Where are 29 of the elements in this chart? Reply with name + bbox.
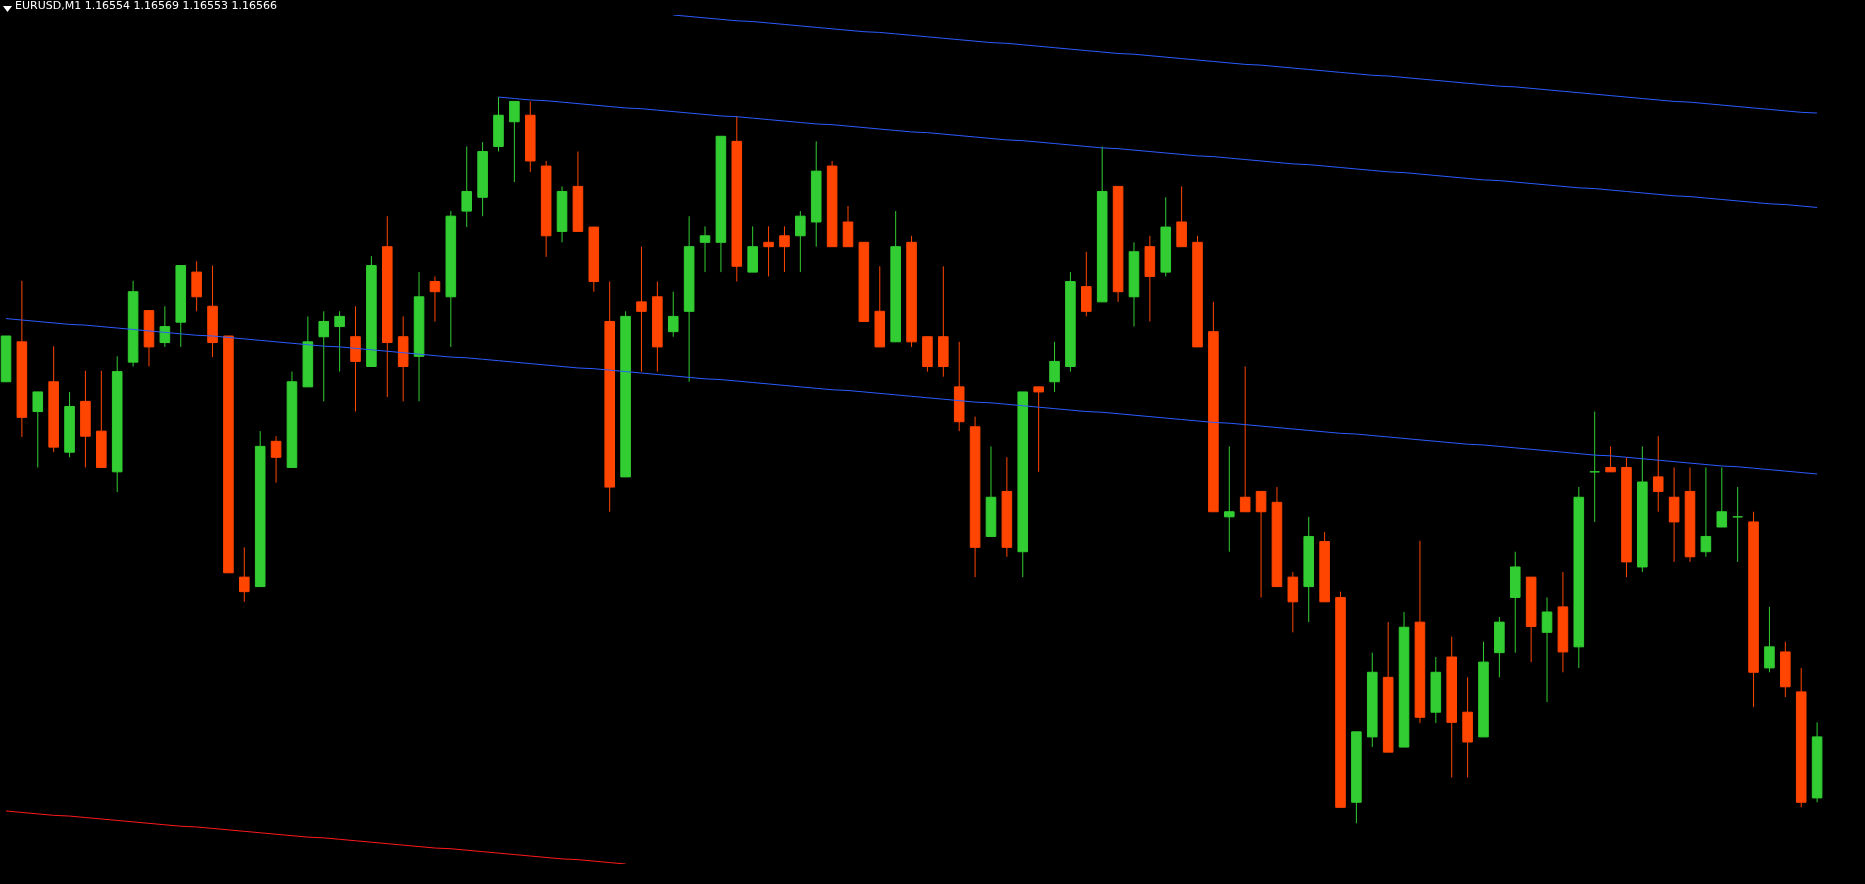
candlestick [159,305,171,348]
candlestick [318,310,330,402]
candlestick [429,275,441,322]
candlestick [699,225,711,273]
candlestick [1589,411,1600,523]
candlestick [1255,490,1267,598]
candlestick [270,435,282,484]
candlestick [509,100,520,183]
candlestick [667,291,679,338]
candlestick [32,391,44,468]
candlestick [1605,445,1616,473]
candlestick [795,210,806,273]
candlestick [1764,606,1775,673]
candlestick [763,225,774,277]
candlestick [1224,445,1235,553]
candlestick [636,246,647,373]
chart-title: EURUSD,M1 1.16554 1.16569 1.16553 1.16566 [15,0,278,12]
candlestick [334,310,345,373]
candlestick [1049,341,1060,393]
candlestick [1700,466,1712,558]
candlestick [1716,466,1728,528]
candlestick [1541,596,1553,703]
candlestick [1239,366,1251,513]
candlestick [779,225,790,273]
candlestick [239,546,250,603]
candlestick [1652,435,1664,513]
candlestick [1033,386,1044,473]
candlestick [461,145,473,228]
candlestick [1732,486,1743,563]
